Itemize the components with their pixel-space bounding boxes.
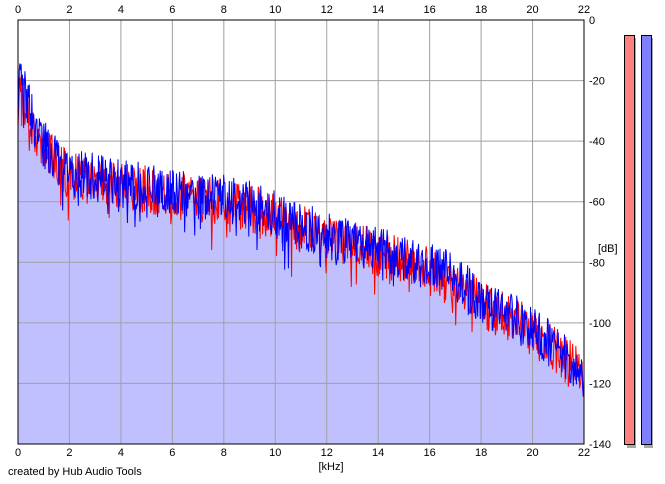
y-tick-label-1: -20 <box>589 76 605 88</box>
x-tick-label-bottom-10: 20 <box>526 447 538 459</box>
y-tick-label-0: 0 <box>589 15 595 27</box>
x-tick-label-top-8: 16 <box>424 4 436 16</box>
y-tick-label-2: -40 <box>589 136 605 148</box>
x-tick-label-top-1: 2 <box>66 4 72 16</box>
spectrum-fill-area <box>18 63 584 445</box>
x-tick-label-bottom-11: 22 <box>578 447 590 459</box>
y-tick-label-4: -80 <box>589 257 605 269</box>
x-tick-label-bottom-6: 12 <box>321 447 333 459</box>
x-tick-label-bottom-4: 8 <box>221 447 227 459</box>
series-lines <box>17 63 585 397</box>
series-line-0 <box>17 76 585 397</box>
series-line-1 <box>17 63 585 397</box>
x-tick-label-top-4: 8 <box>221 4 227 16</box>
tick-labels: 002244668810101212141416161818202022220-… <box>15 4 611 459</box>
grid <box>17 19 585 445</box>
x-tick-label-top-5: 10 <box>269 4 281 16</box>
x-tick-label-top-7: 14 <box>372 4 384 16</box>
y-tick-label-7: -140 <box>589 439 611 451</box>
x-tick-label-top-11: 22 <box>578 4 590 16</box>
y-axis-label: [dB] <box>598 243 618 255</box>
plot-border <box>17 19 585 445</box>
level-meter-left <box>624 35 635 445</box>
x-tick-label-bottom-3: 6 <box>169 447 175 459</box>
x-tick-label-top-6: 12 <box>321 4 333 16</box>
x-tick-label-bottom-5: 10 <box>269 447 281 459</box>
x-axis-label: [kHz] <box>318 461 343 473</box>
level-meter-right <box>641 35 652 445</box>
x-tick-label-top-0: 0 <box>15 4 21 16</box>
x-tick-label-bottom-1: 2 <box>66 447 72 459</box>
credit-text: created by Hub Audio Tools <box>8 466 142 478</box>
x-tick-label-bottom-2: 4 <box>118 447 124 459</box>
x-tick-label-bottom-0: 0 <box>15 447 21 459</box>
y-tick-label-5: -100 <box>589 318 611 330</box>
x-tick-label-bottom-7: 14 <box>372 447 384 459</box>
y-tick-label-6: -120 <box>589 378 611 390</box>
x-tick-label-bottom-8: 16 <box>424 447 436 459</box>
x-tick-label-top-2: 4 <box>118 4 124 16</box>
y-tick-label-3: -60 <box>589 197 605 209</box>
x-tick-label-bottom-9: 18 <box>475 447 487 459</box>
x-tick-label-top-9: 18 <box>475 4 487 16</box>
x-tick-label-top-10: 20 <box>526 4 538 16</box>
x-tick-label-top-3: 6 <box>169 4 175 16</box>
